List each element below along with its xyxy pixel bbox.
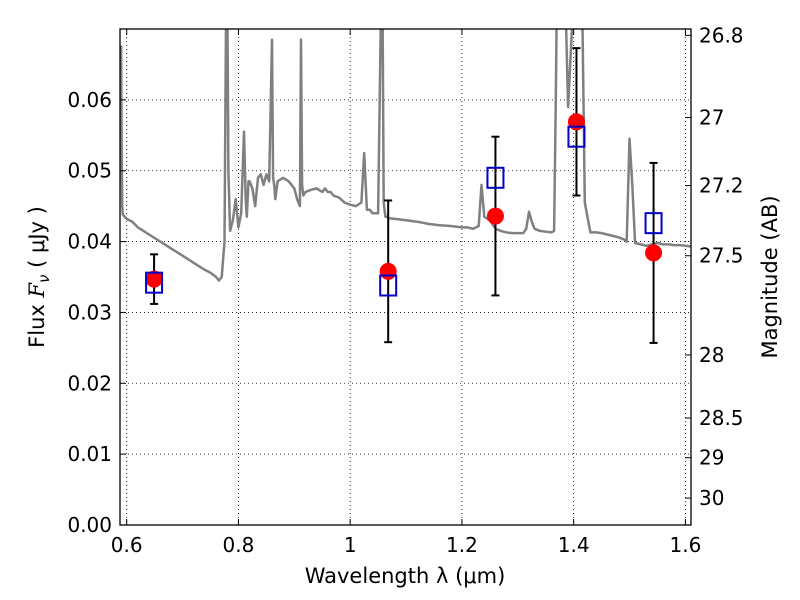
x-tick-label: 0.8 — [223, 533, 255, 557]
observed-point — [645, 244, 663, 262]
y-axis-title-prefix: Flux — [25, 298, 49, 348]
grid — [120, 29, 691, 525]
y2-tick-label: 28.5 — [699, 406, 744, 430]
axes-frame — [119, 28, 692, 526]
model-photometry-point — [379, 274, 398, 297]
y-tick-label: 0.00 — [67, 513, 112, 537]
model-photometry-point — [644, 212, 663, 235]
plot-area — [120, 29, 691, 344]
y-tick-label: 0.06 — [67, 88, 112, 112]
observed-point — [379, 262, 397, 280]
x-tick-label: 1 — [344, 533, 357, 557]
y2-tick-label: 27 — [699, 106, 724, 130]
y-tick-label: 0.04 — [67, 230, 112, 254]
x-tick-label: 1.2 — [446, 533, 478, 557]
y-tick-label: 0.02 — [67, 371, 112, 395]
model-photometry-point — [567, 125, 586, 148]
y-axis-title: Flux Fν ( μJy ) — [25, 206, 53, 348]
y2-axis-title: Magnitude (AB) — [758, 195, 782, 358]
y-axis-title-symbol: F — [25, 282, 49, 299]
y-axis-title-subscript: ν — [35, 275, 53, 283]
x-axis-title: Wavelength λ (μm) — [305, 564, 506, 588]
y2-tick-label: 30 — [699, 486, 724, 510]
model-photometry-point — [486, 166, 505, 189]
y2-tick-label: 27.2 — [699, 174, 744, 198]
y2-tick-label: 28 — [699, 343, 724, 367]
y-tick-label: 0.05 — [67, 159, 112, 183]
y2-tick-label: 26.8 — [699, 23, 744, 47]
y2-tick-label: 27.5 — [699, 244, 744, 268]
spectrum-line — [120, 29, 691, 282]
x-tick-label: 0.6 — [111, 533, 143, 557]
ticks: 0.6 0.8 1 1.2 1.4 1.6 0.00 0.01 0.02 0.03 0.04 0.05… — [67, 23, 743, 557]
y-axis-title-suffix: ( μJy ) — [25, 206, 49, 274]
y2-tick-label: 29 — [699, 446, 724, 470]
y-tick-label: 0.03 — [67, 300, 112, 324]
y-tick-label: 0.01 — [67, 442, 112, 466]
x-tick-label: 1.4 — [558, 533, 590, 557]
x-tick-label: 1.6 — [670, 533, 702, 557]
observed-point — [486, 207, 504, 225]
model-photometry-point — [145, 271, 164, 294]
